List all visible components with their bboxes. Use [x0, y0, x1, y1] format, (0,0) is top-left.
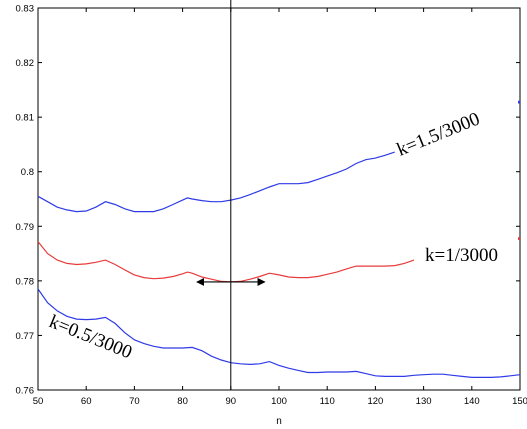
annotation-layer — [196, 0, 266, 390]
y-tick-label: 0.77 — [16, 331, 35, 342]
series-line-2 — [37, 288, 521, 378]
y-tick-label: 0.78 — [16, 276, 35, 287]
y-tick-label: 0.76 — [16, 386, 35, 397]
x-tick-label: 70 — [129, 396, 140, 407]
x-tick-label: 140 — [464, 396, 480, 407]
series-label-k1: k=1/3000 — [425, 245, 498, 266]
x-tick-label: 90 — [226, 396, 237, 407]
y-axis: 0.76 0.77 0.78 0.79 0.8 0.81 0.82 0.83 — [16, 4, 520, 397]
y-tick-label: 0.81 — [16, 113, 35, 124]
series-line-0 — [37, 151, 395, 213]
x-tick-label: 110 — [320, 396, 335, 407]
x-tick-label: 80 — [177, 396, 188, 407]
x-axis: 50 60 70 80 90 100 110 120 130 140 150 — [33, 8, 527, 407]
x-tick-label: 150 — [512, 396, 527, 407]
x-axis-title: n — [276, 416, 282, 427]
series-line-1 — [37, 241, 415, 283]
x-tick-label: 50 — [33, 396, 44, 407]
x-tick-label: 120 — [367, 396, 383, 407]
y-tick-label: 0.79 — [16, 222, 35, 233]
series-label-k1.5: k=1.5/3000 — [394, 108, 483, 160]
x-tick-label: 100 — [271, 396, 287, 407]
plot-frame — [37, 7, 521, 391]
y-tick-label: 0.83 — [16, 4, 35, 15]
x-tick-label: 130 — [416, 396, 432, 407]
x-tick-label: 60 — [81, 396, 92, 407]
y-tick-label: 0.8 — [21, 167, 34, 178]
y-tick-label: 0.82 — [16, 58, 35, 69]
